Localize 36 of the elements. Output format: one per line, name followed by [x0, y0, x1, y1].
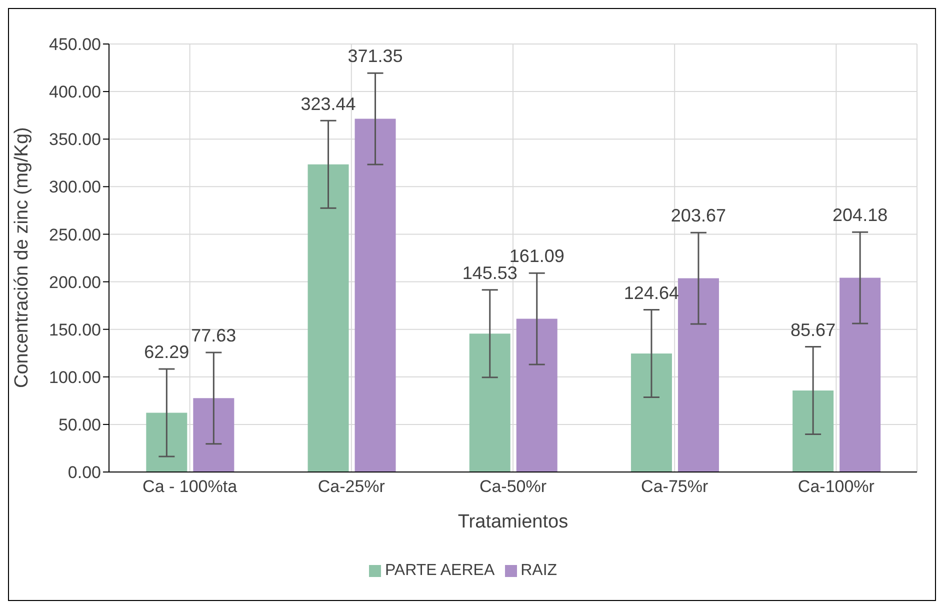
data-label: 85.67 [790, 320, 836, 340]
bar [308, 164, 349, 472]
data-label: 77.63 [191, 326, 236, 346]
y-tick-label: 0.00 [68, 463, 101, 482]
y-tick-label: 300.00 [49, 178, 101, 197]
bar [146, 412, 188, 472]
y-tick-label: 200.00 [49, 272, 101, 292]
x-tick-label: Ca-75%r [641, 477, 708, 496]
bar [469, 334, 510, 472]
y-axis-title: Concentración de zinc (mg/Kg) [12, 127, 33, 388]
legend-label: PARTE AEREA [384, 562, 495, 579]
y-tick-label: 350.00 [49, 130, 101, 150]
x-tick-label: Ca - 100%ta [142, 477, 238, 496]
bar [630, 353, 672, 472]
data-label: 203.67 [670, 206, 726, 226]
bar [516, 318, 558, 472]
y-tick-label: 150.00 [49, 320, 101, 340]
bar [678, 278, 719, 472]
y-tick-label: 250.00 [49, 225, 101, 244]
x-tick-label: Ca-25%r [318, 477, 386, 496]
x-tick-label: Ca-50%r [479, 477, 547, 496]
legend-label: RAIZ [520, 562, 558, 579]
data-label: 323.44 [300, 94, 356, 114]
bar [840, 278, 881, 472]
y-tick-label: 100.00 [49, 368, 101, 387]
data-label: 204.18 [832, 205, 888, 226]
bar [354, 118, 396, 472]
bar [193, 398, 234, 472]
y-tick-label: 450.00 [49, 35, 101, 54]
y-tick-label: 400.00 [49, 82, 101, 102]
bar [792, 390, 834, 472]
x-axis-title: Tratamientos [458, 511, 568, 532]
x-tick-label: Ca-100%r [798, 477, 875, 496]
data-label: 371.35 [348, 46, 403, 66]
data-label: 62.29 [144, 342, 190, 362]
y-tick-label: 50.00 [58, 415, 101, 434]
